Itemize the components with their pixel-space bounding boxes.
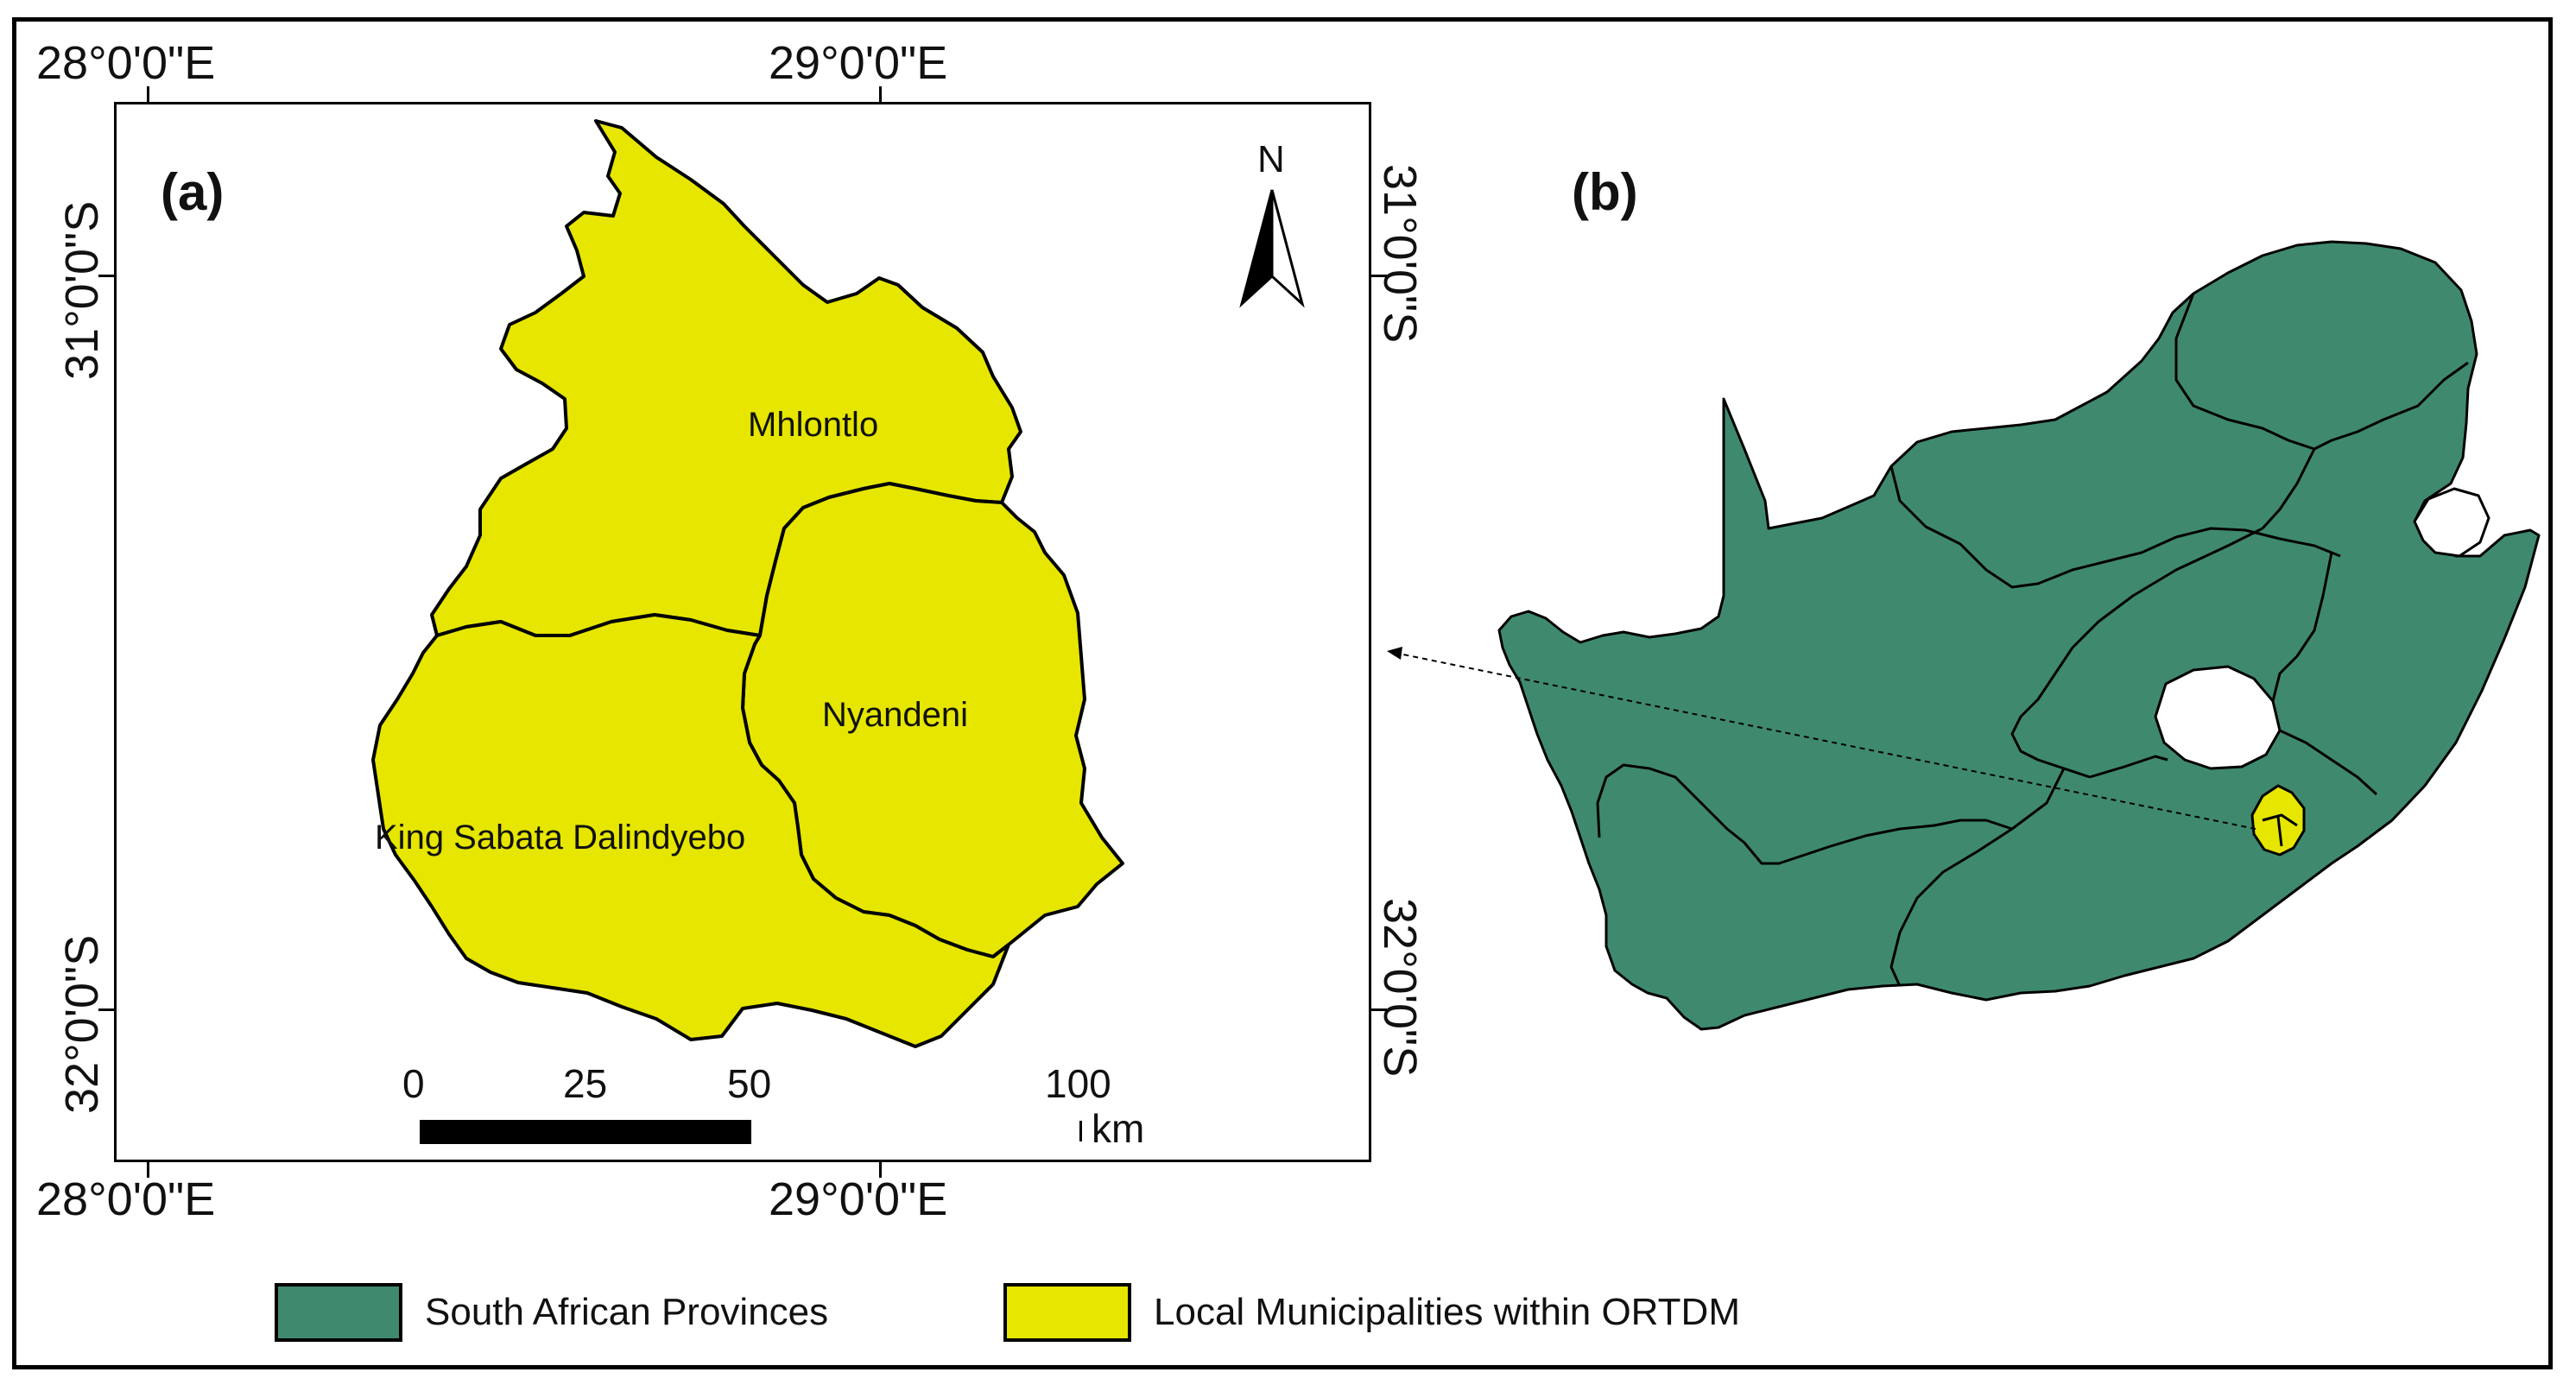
scale-bar: [420, 1120, 751, 1144]
tick-bottom-29: [879, 1162, 882, 1178]
tick-right-32: [1371, 1008, 1387, 1011]
south-africa-provinces-map: [1497, 240, 2541, 1031]
scale-tick-0: 0: [402, 1061, 425, 1106]
scale-end-tick: [1079, 1121, 1082, 1141]
panel-b-label: (b): [1572, 163, 1638, 221]
legend-provinces-label: South African Provinces: [425, 1291, 829, 1333]
figure-frame: [12, 17, 2553, 1369]
province-borders: [1596, 293, 2469, 987]
north-arrow: N: [1233, 138, 1311, 319]
south-africa-outline: [1497, 240, 2541, 1031]
legend-municipalities-swatch: [1003, 1283, 1131, 1342]
king-sabata-dalindyebo-region: [371, 613, 1010, 1048]
north-letter: N: [1257, 138, 1285, 180]
legend-municipalities: Local Municipalities within ORTDM: [1003, 1283, 1740, 1342]
legend-provinces-swatch: [275, 1283, 402, 1342]
scale-tick-50: 50: [727, 1061, 772, 1106]
tick-left-31: [98, 275, 114, 277]
ortdm-municipalities-map: [371, 119, 1124, 1048]
tick-left-32: [98, 1008, 114, 1011]
mhlontlo-label: Mhlontlo: [748, 406, 879, 444]
top-lon-28-label: 28°0'0"E: [36, 37, 216, 89]
eswatini-hole: [2413, 487, 2491, 558]
panel-a-frame: [114, 102, 1371, 1162]
king-sabata-dalindyebo-label: King Sabata Dalindyebo: [375, 819, 746, 857]
panel-a-label: (a): [161, 163, 225, 221]
locator-arrowhead: [1387, 647, 1402, 660]
tick-top-29: [879, 86, 882, 102]
scale-unit: km: [1092, 1106, 1145, 1151]
tick-right-31: [1371, 275, 1387, 277]
legend-provinces: South African Provinces: [275, 1283, 828, 1342]
tick-bottom-28: [147, 1162, 149, 1178]
tick-top-28: [147, 86, 149, 102]
top-lon-29-label: 29°0'0"E: [769, 37, 948, 89]
lesotho-hole: [2154, 665, 2282, 770]
scale-tick-100: 100: [1045, 1061, 1111, 1106]
nyandeni-label: Nyandeni: [822, 696, 969, 734]
scale-tick-25: 25: [563, 1061, 608, 1106]
bottom-lon-28-label: 28°0'0"E: [36, 1173, 216, 1225]
bottom-lon-29-label: 29°0'0"E: [769, 1173, 948, 1225]
locator-line: [1398, 653, 2256, 830]
legend-municipalities-label: Local Municipalities within ORTDM: [1154, 1291, 1740, 1333]
